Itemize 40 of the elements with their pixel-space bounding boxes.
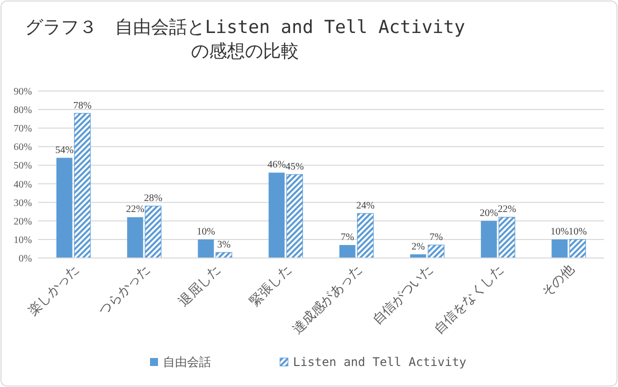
legend-label: 自由会話	[163, 355, 211, 369]
x-tick-label: つらかった	[96, 262, 153, 319]
y-tick-label: 10%	[14, 234, 32, 246]
x-tick-label: 退屈した	[176, 262, 224, 310]
data-label: 3%	[217, 239, 231, 250]
data-label: 22%	[126, 204, 144, 216]
bar	[144, 206, 162, 258]
y-tick-label: 90%	[14, 86, 32, 98]
data-label: 28%	[144, 193, 162, 204]
data-label: 10%	[568, 226, 587, 238]
chart-title: グラフ３ 自由会話とListen and Tell Activity の感想の比較	[24, 16, 466, 64]
data-label: 10%	[550, 226, 569, 238]
legend-label: Listen and Tell Activity	[293, 355, 466, 369]
y-tick-label: 40%	[14, 179, 32, 190]
data-label: 22%	[498, 204, 516, 216]
bar	[552, 239, 568, 258]
data-label: 24%	[356, 200, 375, 212]
data-label: 7%	[429, 232, 443, 244]
y-tick-label: 20%	[14, 216, 32, 228]
bar	[286, 174, 303, 258]
y-tick-label: 0%	[18, 254, 32, 264]
y-tick-label: 60%	[14, 142, 32, 154]
x-tick-label: 楽しかった	[26, 262, 82, 319]
x-tick-label: その他	[539, 262, 578, 300]
data-label: 46%	[267, 160, 286, 171]
y-tick-label: 80%	[14, 105, 32, 116]
data-label: 54%	[55, 144, 74, 156]
bar	[428, 244, 444, 258]
data-label: 10%	[196, 226, 216, 238]
data-label: 45%	[285, 162, 304, 172]
data-label: 7%	[340, 232, 354, 244]
data-label: 78%	[73, 100, 92, 112]
y-tick-label: 30%	[14, 198, 32, 209]
y-tick-label: 70%	[14, 124, 32, 135]
y-tick-label: 50%	[14, 160, 32, 172]
bar	[569, 239, 586, 258]
bar	[127, 217, 144, 258]
bar	[268, 172, 285, 258]
data-label: 20%	[480, 208, 498, 219]
data-label: 2%	[411, 241, 425, 252]
